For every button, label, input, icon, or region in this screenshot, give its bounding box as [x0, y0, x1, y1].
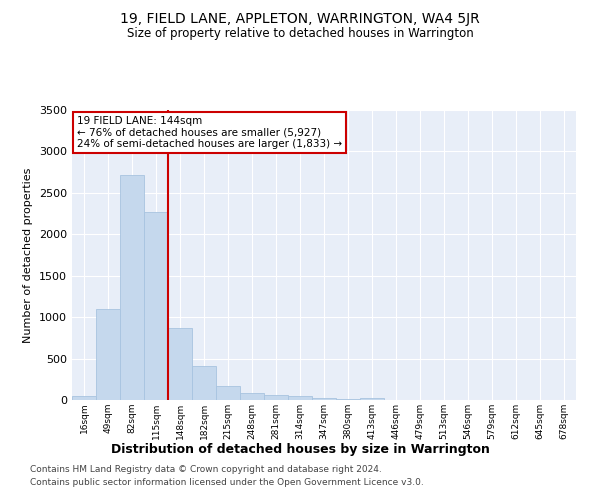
Text: Size of property relative to detached houses in Warrington: Size of property relative to detached ho…: [127, 28, 473, 40]
Bar: [360, 398, 384, 400]
Bar: [72, 396, 96, 400]
Bar: [336, 399, 360, 400]
Bar: [120, 174, 144, 400]
Bar: [216, 386, 240, 400]
Text: 19, FIELD LANE, APPLETON, WARRINGTON, WA4 5JR: 19, FIELD LANE, APPLETON, WARRINGTON, WA…: [120, 12, 480, 26]
Bar: [96, 309, 120, 400]
Text: 19 FIELD LANE: 144sqm
← 76% of detached houses are smaller (5,927)
24% of semi-d: 19 FIELD LANE: 144sqm ← 76% of detached …: [77, 116, 342, 149]
Bar: [240, 392, 264, 400]
Text: Contains HM Land Registry data © Crown copyright and database right 2024.: Contains HM Land Registry data © Crown c…: [30, 466, 382, 474]
Bar: [192, 366, 216, 400]
Text: Contains public sector information licensed under the Open Government Licence v3: Contains public sector information licen…: [30, 478, 424, 487]
Bar: [312, 398, 336, 400]
Bar: [168, 328, 192, 400]
Bar: [288, 396, 312, 400]
Y-axis label: Number of detached properties: Number of detached properties: [23, 168, 34, 342]
Text: Distribution of detached houses by size in Warrington: Distribution of detached houses by size …: [110, 442, 490, 456]
Bar: [264, 395, 288, 400]
Bar: [144, 212, 168, 400]
